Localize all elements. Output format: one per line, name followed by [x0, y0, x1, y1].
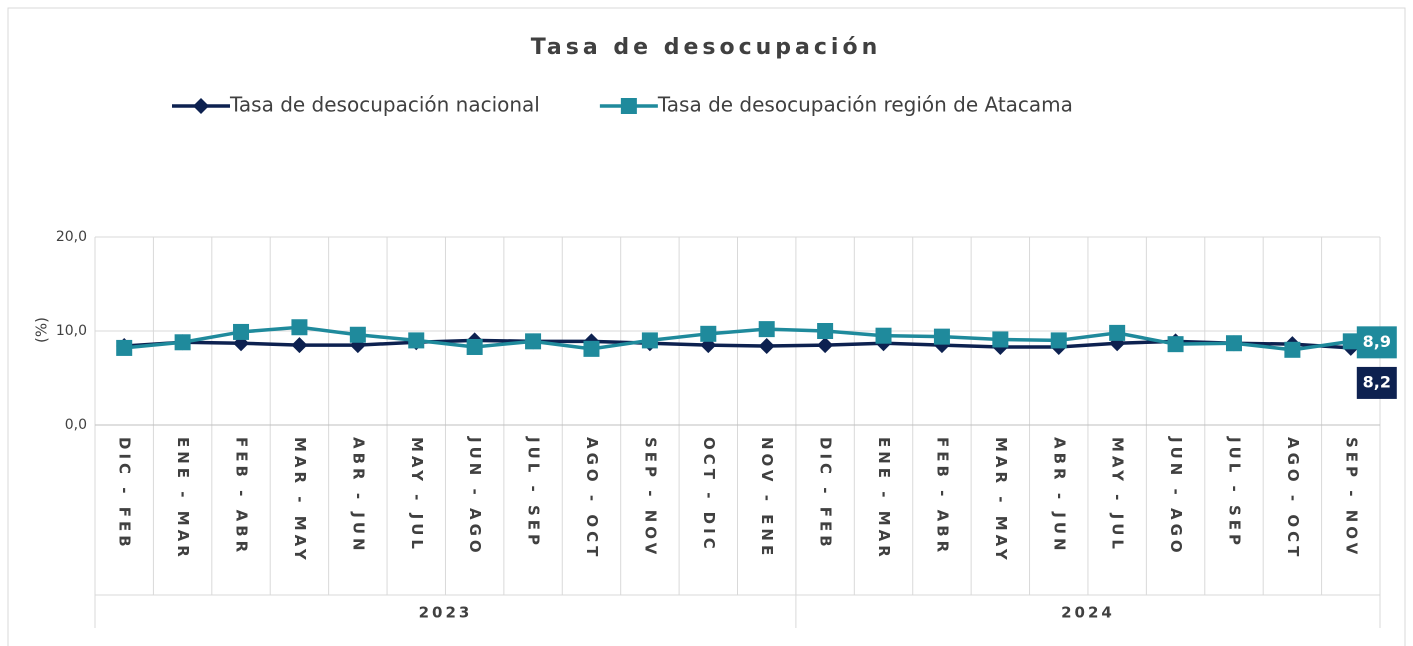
x-tick-label: JUL - SEP [1225, 436, 1243, 549]
point [583, 340, 600, 357]
group-label: 2024 [1061, 604, 1115, 622]
point [817, 323, 834, 339]
point [291, 337, 308, 354]
legend-marker [193, 98, 209, 114]
data-label: 8,2 [1363, 372, 1391, 391]
point [174, 334, 191, 351]
point [1167, 336, 1184, 353]
data-label: 8,9 [1363, 332, 1391, 351]
x-tick-label: SEP - NOV [1342, 437, 1360, 558]
x-tick-label: AGO - OCT [583, 437, 601, 560]
y-tick-label: 20,0 [56, 229, 87, 245]
x-tick-label: MAR - MAY [992, 437, 1010, 564]
point [466, 338, 483, 355]
x-tick-label: FEB - ABR [233, 437, 251, 556]
y-axis-label: (%) [33, 317, 51, 343]
x-tick-label: MAR - MAY [291, 437, 309, 564]
point [758, 338, 775, 355]
point [641, 332, 658, 349]
group-label: 2023 [419, 604, 473, 622]
point [116, 339, 133, 356]
x-tick-label: MAY - JUL [1109, 437, 1127, 553]
x-tick-label: DIC - FEB [116, 437, 134, 551]
point [291, 319, 308, 336]
point [349, 326, 366, 343]
x-tick-label: NOV - ENE [758, 437, 776, 559]
legend-label: Tasa de desocupación nacional [229, 93, 540, 117]
x-tick-label: ABR - JUN [1050, 437, 1068, 555]
x-tick-label: ENE - MAR [174, 437, 192, 561]
point [1284, 341, 1301, 358]
point [933, 328, 950, 345]
point [1342, 333, 1359, 350]
point [992, 331, 1009, 348]
legend-marker [620, 98, 637, 114]
x-tick-label: DIC - FEB [817, 437, 835, 551]
point [817, 337, 834, 354]
series-line [124, 325, 1352, 352]
point [875, 327, 892, 344]
x-tick-label: OCT - DIC [700, 437, 718, 553]
point [1109, 324, 1126, 341]
point [758, 321, 775, 338]
point [1050, 332, 1067, 349]
data-label-box [1356, 326, 1397, 359]
x-tick-label: JUN - AGO [466, 436, 484, 557]
x-tick-label: ABR - JUN [349, 437, 367, 555]
x-tick-label: ENE - MAR [875, 437, 893, 561]
x-tick-label: MAY - JUL [408, 437, 426, 553]
x-tick-label: FEB - ABR [933, 437, 951, 556]
y-tick-label: 0,0 [65, 417, 87, 433]
chart-title: Tasa de desocupación [531, 35, 881, 60]
point [233, 323, 250, 340]
series-line [124, 338, 1351, 350]
x-tick-label: AGO - OCT [1284, 437, 1302, 560]
point [408, 332, 425, 349]
data-label-box [1356, 366, 1397, 399]
x-tick-label: JUL - SEP [525, 436, 543, 549]
point [700, 325, 717, 342]
x-tick-label: JUN - AGO [1167, 436, 1185, 557]
y-tick-label: 10,0 [56, 323, 87, 339]
x-tick-label: SEP - NOV [641, 437, 659, 558]
point [1225, 335, 1242, 352]
legend-label: Tasa de desocupación región de Atacama [657, 93, 1073, 117]
point [525, 333, 542, 350]
